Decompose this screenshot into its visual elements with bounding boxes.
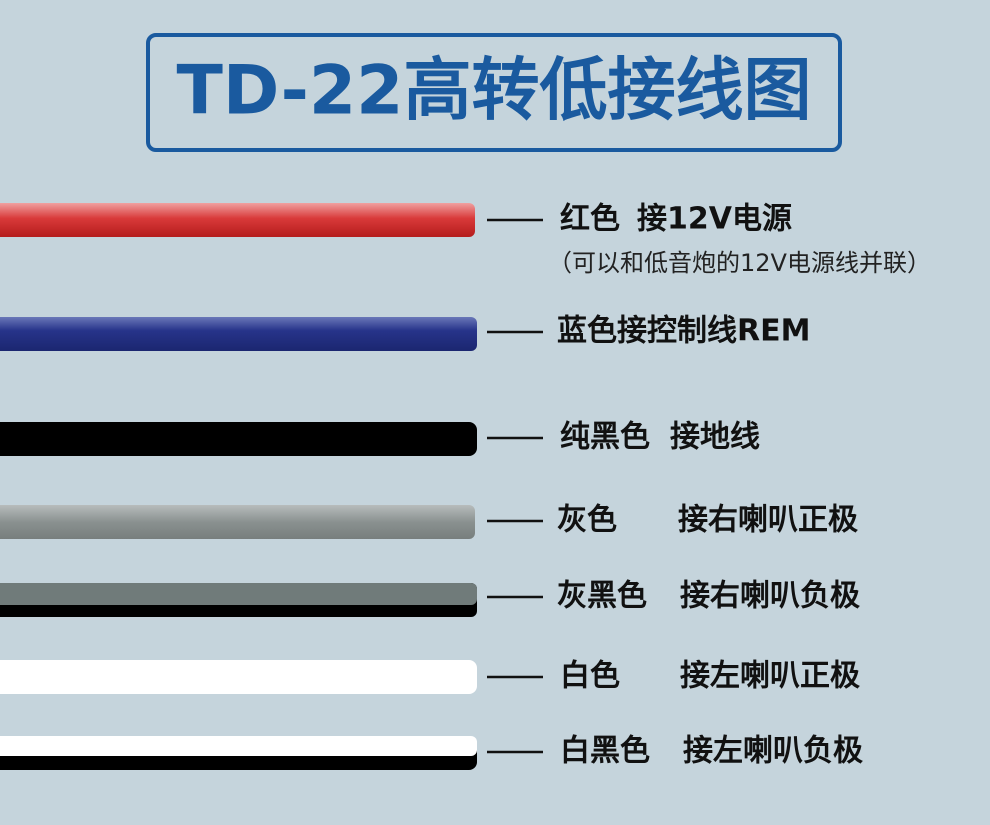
title-box [146,33,842,152]
wire-connection: 接12V电源 [637,202,792,237]
wire-name: 纯黑色 [560,420,650,455]
wire-name: 灰黑色 [557,579,647,614]
wire-name: 白色 [560,659,620,694]
wire-connection: 接右喇叭负极 [680,579,860,614]
wire-white-black [0,736,477,770]
wire-name: 蓝色接控制线REM [557,314,810,349]
wire-connection: 接右喇叭正极 [678,503,858,538]
wire-blue [0,317,477,351]
wires [0,203,477,770]
wire-gray [0,505,475,539]
wire-connection: 接左喇叭正极 [680,659,860,694]
wire-name: 红色 [560,202,620,237]
wire-gray-black [0,583,477,617]
wire-white [0,660,477,694]
wire-red [0,203,475,237]
wire-name: 灰色 [557,503,617,538]
wire-name: 白黑色 [560,734,650,769]
labels: 红色 接12V电源 （可以和低音炮的12V电源线并联） 蓝色接控制线REM 纯黑… [487,202,931,769]
wire-note: （可以和低音炮的12V电源线并联） [548,249,931,277]
title: TD-22高转低接线图 [177,52,812,131]
wire-connection: 接地线 [670,420,760,455]
wire-connection: 接左喇叭负极 [683,734,863,769]
wire-black [0,422,477,456]
